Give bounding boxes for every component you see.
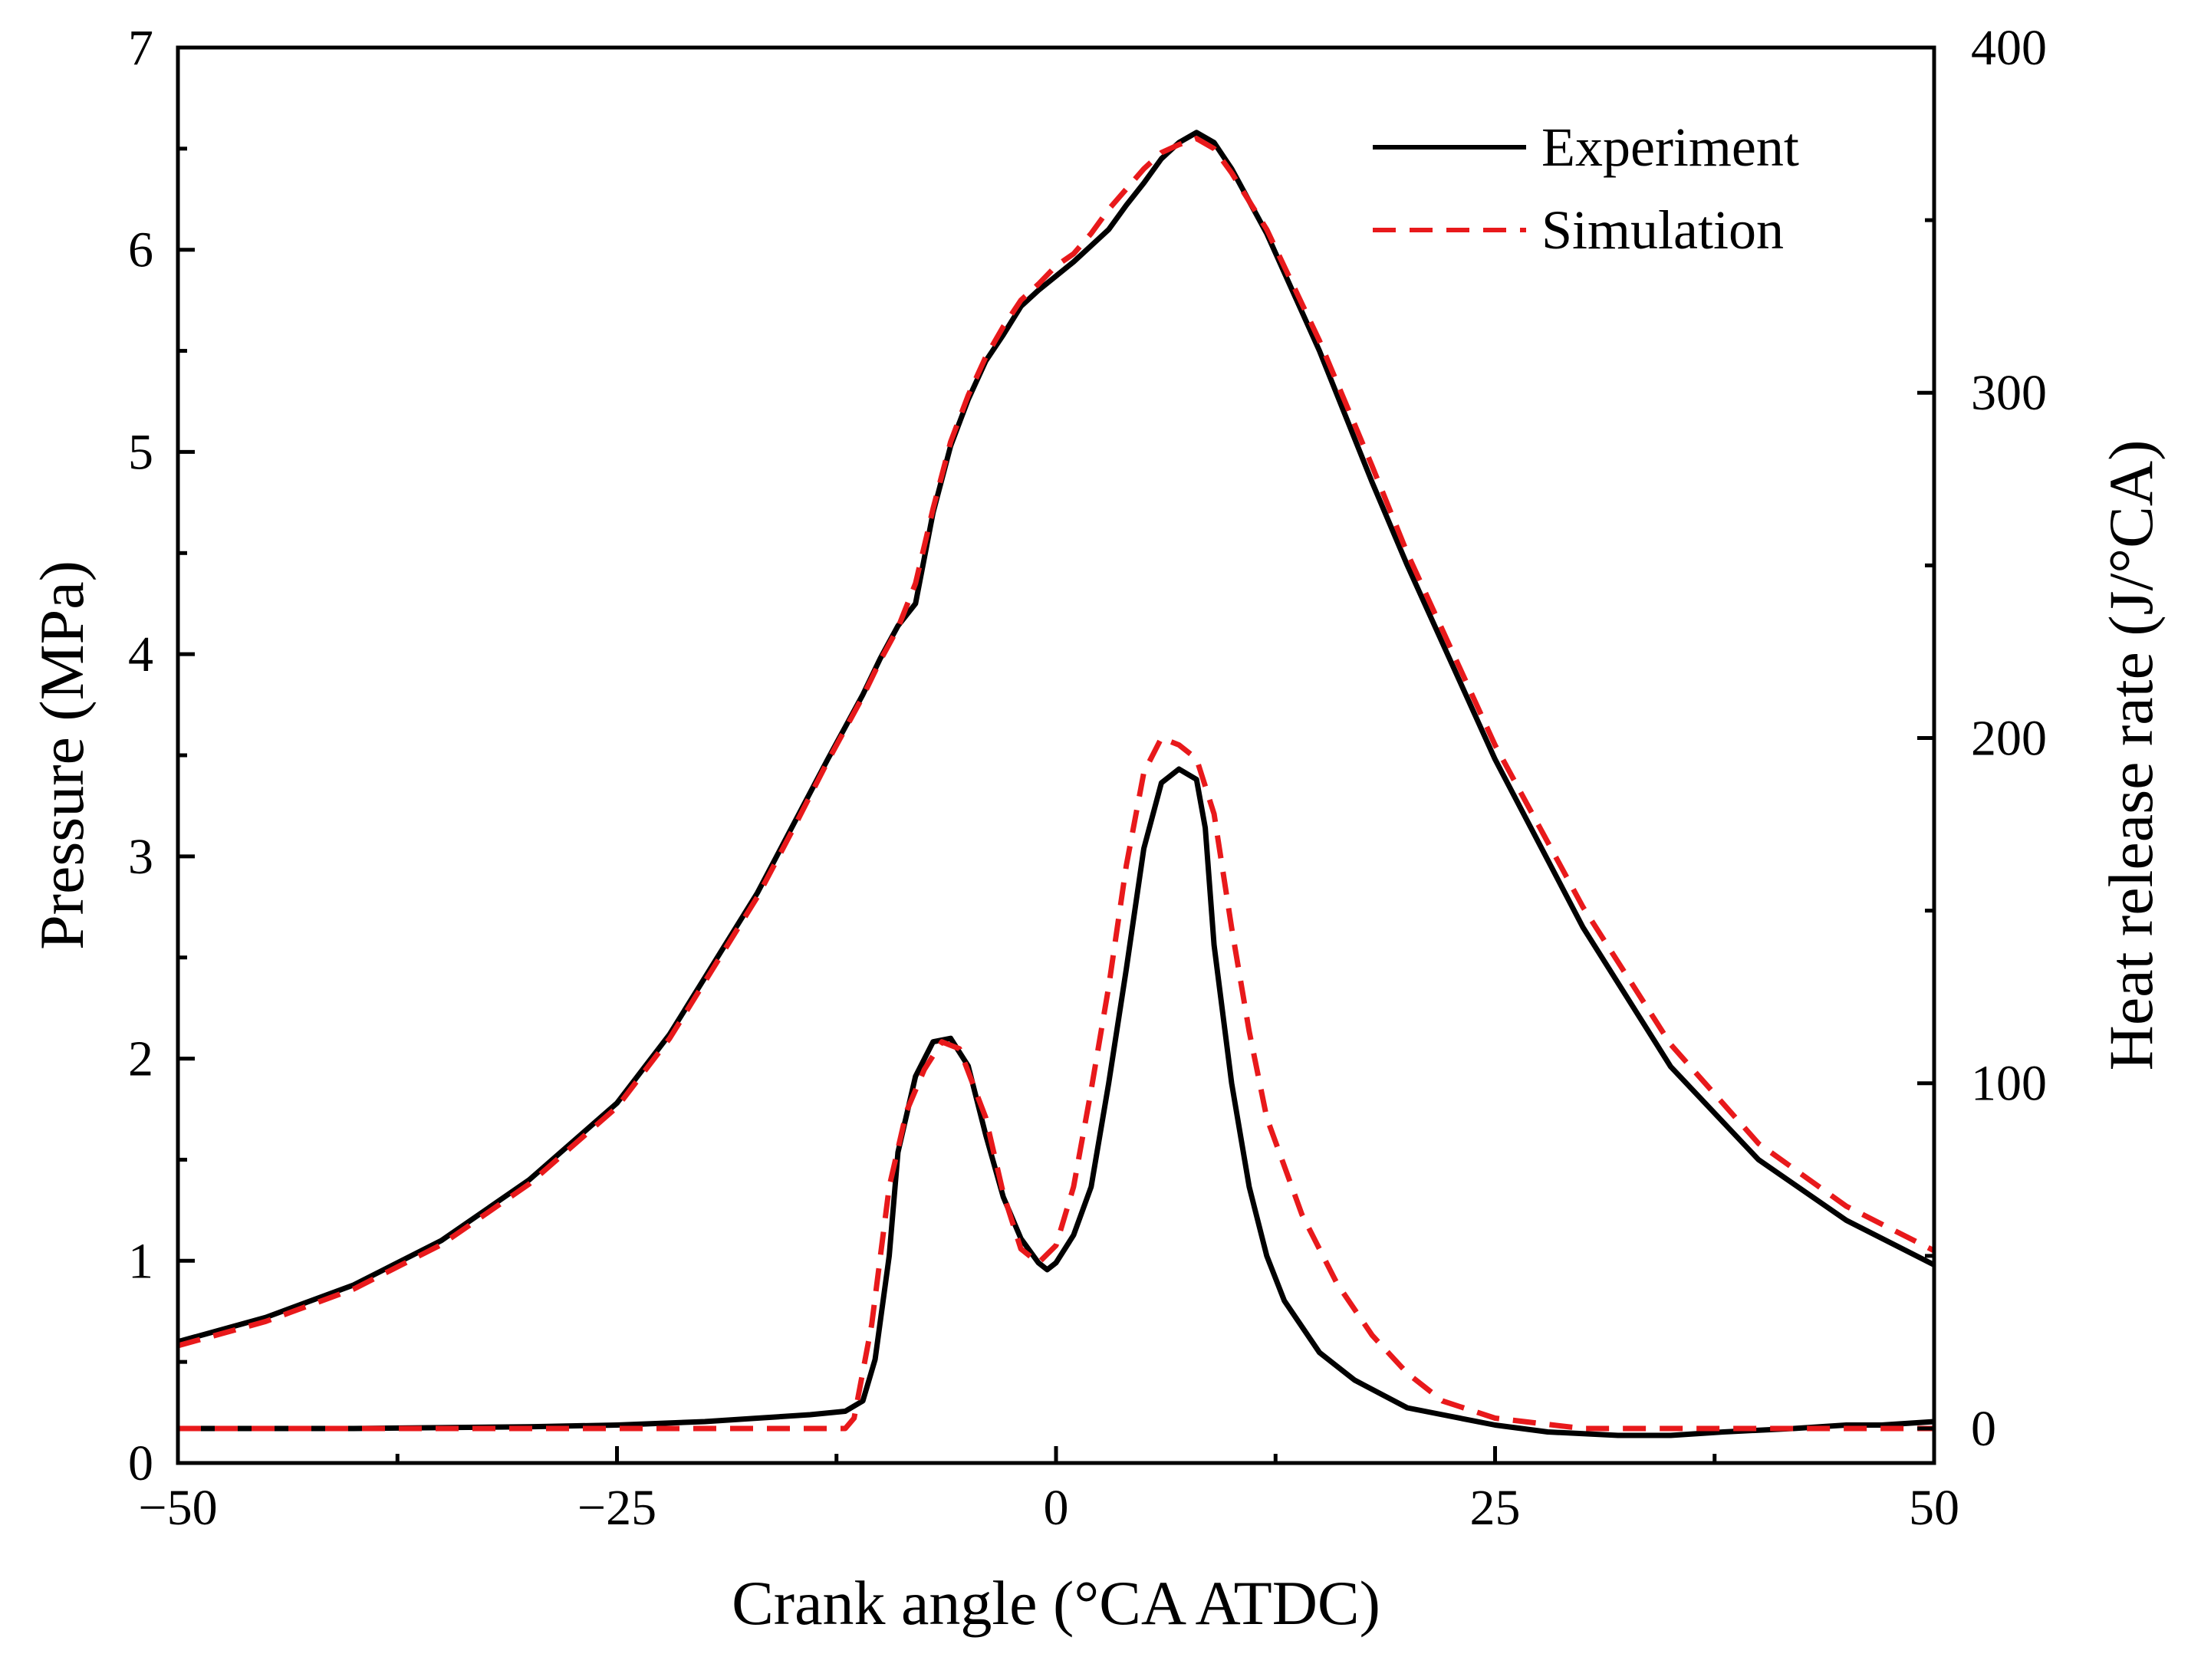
legend-label-simulation: Simulation [1541, 199, 1784, 261]
legend-label-experiment: Experiment [1541, 117, 1799, 178]
y-left-tick-label: 5 [128, 424, 153, 480]
y-right-tick-label: 400 [1971, 20, 2047, 76]
x-axis-title: Crank angle (°CA ATDC) [732, 1568, 1380, 1638]
y-left-tick-label: 3 [128, 829, 153, 885]
y-left-tick-label: 6 [128, 222, 153, 278]
series-layer [177, 130, 1936, 1438]
y-right-tick-label: 300 [1971, 365, 2047, 421]
y-right-tick-label: 200 [1971, 710, 2047, 766]
x-tick-label: −25 [577, 1480, 656, 1536]
legend: Experiment Simulation [1373, 117, 1799, 261]
y-left-tick-label: 0 [128, 1435, 153, 1491]
series-line-simulation-heat-release [178, 735, 1934, 1432]
y-right-axis-title: Heat release rate (J/°CA) [2096, 440, 2166, 1071]
y-right-tick-label: 100 [1971, 1056, 2047, 1112]
y-left-axis-title: Pressure (MPa) [27, 561, 97, 950]
y-left-tick-label: 1 [128, 1233, 153, 1289]
x-tick-label: 25 [1470, 1480, 1521, 1536]
x-tick-label: −50 [138, 1480, 217, 1536]
y-left-tick-label: 2 [128, 1031, 153, 1087]
y-right-tick-label: 0 [1971, 1401, 1996, 1457]
x-tick-label: 0 [1044, 1480, 1069, 1536]
y-left-tick-label: 7 [128, 20, 153, 76]
series-line-experiment-heat-release [178, 766, 1935, 1438]
y-left-tick-label: 4 [128, 626, 153, 682]
x-tick-label: 50 [1909, 1480, 1959, 1536]
series-line-simulation-pressure [177, 136, 1936, 1349]
